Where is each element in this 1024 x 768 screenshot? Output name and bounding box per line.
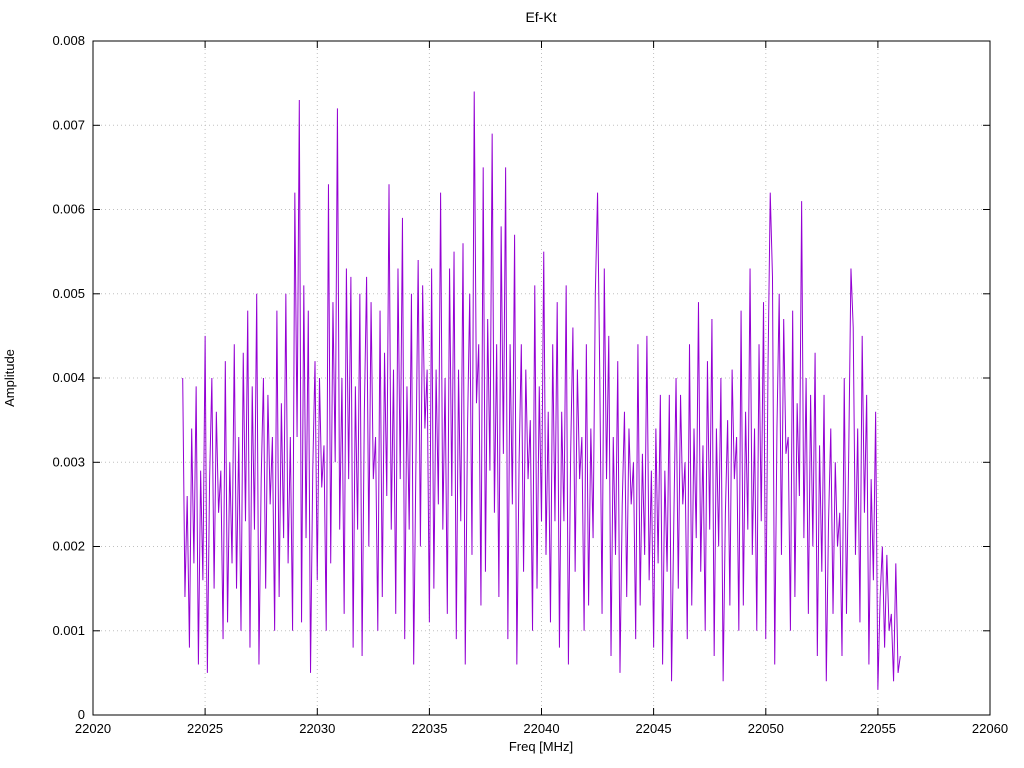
x-tick-label: 22060 — [972, 721, 1008, 736]
x-axis-label: Freq [MHz] — [509, 739, 573, 754]
chart-title: Ef-Kt — [525, 9, 556, 25]
y-tick-label: 0.006 — [52, 202, 85, 217]
x-tick-label: 22025 — [187, 721, 223, 736]
y-tick-label: 0 — [78, 707, 85, 722]
y-tick-label: 0.005 — [52, 286, 85, 301]
x-tick-label: 22045 — [636, 721, 672, 736]
y-tick-label: 0.001 — [52, 623, 85, 638]
y-tick-label: 0.007 — [52, 117, 85, 132]
series-layer — [182, 91, 901, 690]
x-tick-label: 22030 — [299, 721, 335, 736]
x-tick-label: 22020 — [75, 721, 111, 736]
y-tick-label: 0.008 — [52, 33, 85, 48]
y-axis-label: Amplitude — [2, 349, 17, 407]
x-tick-label: 22040 — [523, 721, 559, 736]
y-tick-label: 0.003 — [52, 454, 85, 469]
plot-border — [92, 40, 991, 716]
series-line — [182, 91, 901, 690]
tick-label-layer: 22020 22025 22030 22035 22040 22045 22050 22055… — [52, 33, 1008, 736]
x-tick-label: 22035 — [411, 721, 447, 736]
x-tick-label: 22055 — [860, 721, 896, 736]
y-tick-label: 0.004 — [52, 370, 85, 385]
x-tick-label: 22050 — [748, 721, 784, 736]
y-tick-label: 0.002 — [52, 539, 85, 554]
